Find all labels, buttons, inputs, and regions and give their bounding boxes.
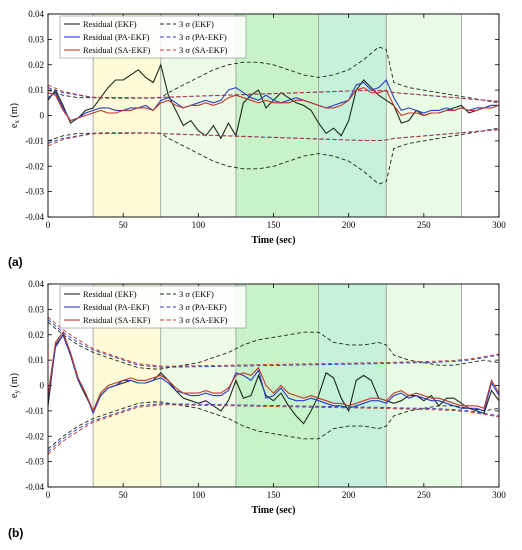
x-tick-label: 100: [192, 220, 206, 230]
series-line-6: [47, 84, 500, 102]
x-tick-label: 0: [46, 490, 51, 500]
y-tick-label: 0.01: [28, 85, 44, 95]
panel-b: 0 50 100 150 200 250 300 -0.04 -0.03 -0.02 -0.01 0 0…: [8, 279, 506, 540]
y-tick-label: -0.02: [25, 161, 44, 171]
y-tick-label: 0.02: [28, 330, 44, 340]
band-4: [318, 14, 387, 217]
y-axis-label: ey (m): [9, 373, 21, 398]
series-line-3: [47, 86, 500, 122]
legend-box: [59, 285, 247, 329]
panel-label: (b): [8, 526, 23, 540]
band-5: [386, 284, 462, 487]
legend-label: Residual (PA-EKF): [83, 32, 150, 42]
x-tick-label: 200: [342, 220, 356, 230]
band-3: [235, 14, 319, 217]
y-tick-label: -0.01: [25, 136, 44, 146]
legend-label: 3 σ (SA-EKF): [179, 45, 228, 55]
y-axis-label-main: e: [9, 123, 20, 128]
y-tick-label: 0: [40, 111, 45, 121]
band-4: [318, 284, 387, 487]
legend-label: Residual (EKF): [83, 289, 137, 299]
x-tick-label: 250: [417, 490, 431, 500]
x-tick-label: 0: [46, 220, 51, 230]
y-axis-label-subscript: x: [13, 120, 21, 124]
y-tick-label: 0.01: [28, 355, 44, 365]
y-tick-label: 0.04: [28, 279, 44, 289]
y-tick-label: -0.04: [25, 482, 44, 492]
y-tick-label: -0.04: [25, 212, 44, 222]
legend-label: 3 σ (EKF): [179, 19, 214, 29]
legend-label: Residual (EKF): [83, 19, 137, 29]
panel-a: 0 50 100 150 200 250 300 -0.04 -0.03 -0.02 -0.01 0 0…: [8, 9, 506, 269]
series-line-5: [47, 319, 500, 368]
x-tick-label: 250: [417, 220, 431, 230]
band-3: [235, 284, 319, 487]
x-tick-label: 300: [492, 490, 506, 500]
y-tick-label: -0.02: [25, 431, 44, 441]
legend-label: 3 σ (PA-EKF): [179, 302, 227, 312]
legend: Residual (EKF) Residual (PA-EKF) Residual …: [59, 285, 247, 329]
x-tick-label: 50: [119, 490, 129, 500]
legend-label: Residual (PA-EKF): [83, 302, 150, 312]
y-tick-label: -0.01: [25, 406, 44, 416]
y-tick-label: 0.04: [28, 9, 44, 19]
legend: Residual (EKF) Residual (PA-EKF) Residual …: [59, 15, 247, 59]
y-tick-label: 0.03: [28, 304, 44, 314]
x-tick-label: 200: [342, 490, 356, 500]
plot-frame: [47, 13, 500, 218]
panel-label: (a): [8, 255, 23, 269]
y-tick-label: 0: [40, 381, 45, 391]
x-tick-label: 100: [192, 490, 206, 500]
y-tick-label: -0.03: [25, 187, 44, 197]
legend-label: 3 σ (EKF): [179, 289, 214, 299]
x-tick-label: 150: [267, 220, 281, 230]
y-tick-label: 0.03: [28, 34, 44, 44]
legend-label: Residual (SA-EKF): [83, 45, 150, 55]
x-axis-label: Time (sec): [252, 235, 296, 246]
x-tick-label: 300: [492, 220, 506, 230]
series-line-6: [47, 316, 500, 367]
series-line-6-lower: [47, 404, 500, 455]
plot-frame: [47, 283, 500, 488]
x-tick-label: 50: [119, 220, 129, 230]
legend-label: 3 σ (PA-EKF): [179, 32, 227, 42]
x-axis-label: Time (sec): [252, 505, 296, 516]
series-line-5-lower: [47, 403, 500, 452]
legend-box: [59, 15, 247, 59]
y-tick-label: 0.02: [28, 60, 44, 70]
legend-label: 3 σ (SA-EKF): [179, 315, 228, 325]
y-axis-label-unit: (m): [9, 373, 20, 390]
series-line-6-lower: [47, 129, 500, 147]
y-axis-label-main: e: [9, 393, 20, 398]
legend-label: Residual (SA-EKF): [83, 315, 150, 325]
x-tick-label: 150: [267, 490, 281, 500]
series-line-3: [47, 331, 500, 413]
series-line-1: [47, 333, 500, 425]
y-tick-label: -0.03: [25, 457, 44, 467]
band-6: [461, 14, 499, 217]
y-axis-label: ex (m): [9, 103, 21, 128]
y-axis-label-unit: (m): [9, 103, 20, 120]
y-axis-label-subscript: y: [13, 390, 21, 394]
